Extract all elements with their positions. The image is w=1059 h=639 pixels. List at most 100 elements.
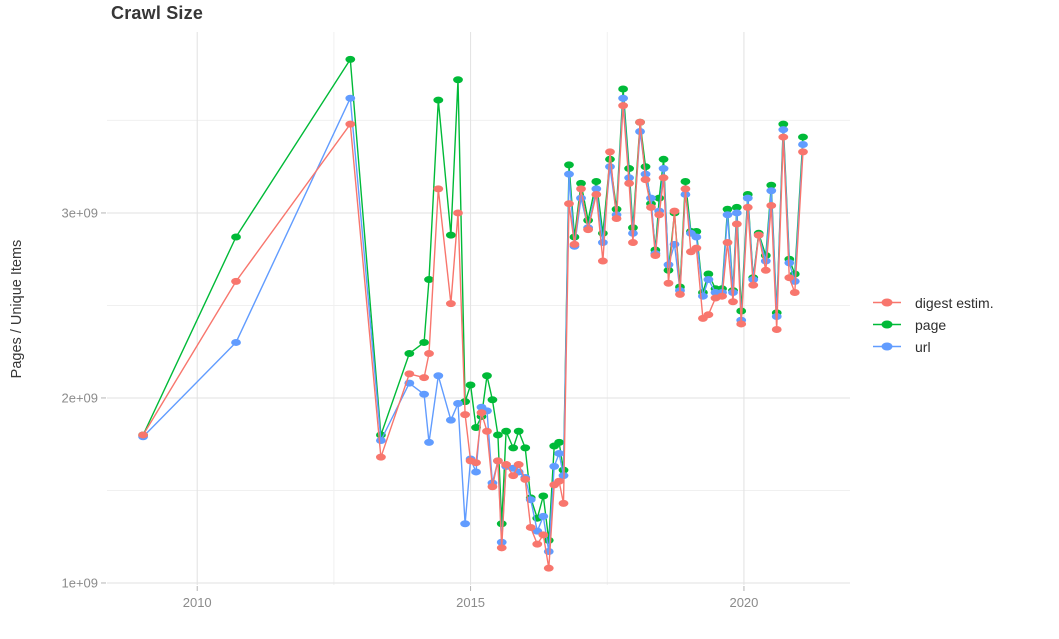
data-point-page [231,233,241,241]
data-point-digestestim [496,544,507,552]
data-point-url [722,211,733,219]
data-point-digestestim [766,202,777,210]
data-point-digestestim [433,185,444,193]
data-point-digestestim [753,231,764,239]
legend-item-digest-estim: digest estim. [872,294,994,311]
data-point-page [618,85,629,93]
data-point-url [658,165,669,173]
data-point-digestestim [748,281,759,289]
data-point-digestestim [597,257,608,265]
data-point-url [691,233,702,241]
legend-label-digest-estim: digest estim. [915,294,994,311]
data-point-digestestim [460,411,471,419]
data-point-page [798,133,808,141]
data-point-digestestim [771,325,782,333]
data-point-url [766,187,777,195]
data-point-digestestim [424,350,434,358]
data-point-url [554,449,565,457]
data-point-page [564,161,574,169]
data-point-digestestim [628,239,638,247]
data-point-digestestim [784,274,795,282]
legend-key-digest-icon [873,298,901,307]
data-point-digestestim [722,239,733,247]
data-point-digestestim [635,118,645,126]
data-point-url [376,437,386,445]
data-point-digestestim [728,298,738,306]
data-point-digestestim [691,244,702,252]
data-point-page [465,381,476,389]
data-point-digestestim [231,277,241,285]
legend-key-page-icon [873,320,901,329]
data-point-page [419,338,430,346]
data-point-digestestim [138,431,148,439]
y-tick-label: 1e+09 [61,575,98,590]
data-point-page [680,177,691,185]
data-point-url [345,94,356,102]
data-point-digestestim [778,133,789,141]
data-point-page [345,55,356,63]
data-point-digestestim [798,148,808,156]
legend: digest estim. page url [872,294,994,355]
data-point-page [508,444,519,452]
data-point-digestestim [419,374,430,382]
data-point-url [564,170,574,178]
data-point-digestestim [611,214,622,222]
data-point-page [513,427,524,435]
data-point-page [487,396,498,404]
x-tick-label: 2010 [183,595,212,610]
data-point-page [453,76,463,84]
data-point-digestestim [658,174,669,182]
legend-label-page: page [915,316,947,333]
data-point-url [798,140,808,148]
data-point-page [493,431,503,439]
data-point-digestestim [618,102,629,110]
data-point-page [576,179,586,187]
data-point-url [731,209,742,217]
data-point-url [597,239,608,247]
data-point-digestestim [717,292,727,300]
data-point-page [766,181,777,189]
data-point-digestestim [453,209,463,217]
data-point-digestestim [532,540,543,548]
legend-key-url-icon [873,342,901,351]
data-point-page [658,155,669,163]
data-point-page [640,163,651,171]
data-point-digestestim [760,266,771,274]
data-point-page [731,203,742,211]
data-point-url [538,512,549,520]
data-point-url [618,94,629,102]
data-point-url [591,185,602,193]
data-point-page [583,216,594,224]
chart-title: Crawl Size [111,3,204,23]
data-point-page [520,444,531,452]
data-point-page [496,520,507,528]
data-point-digestestim [583,226,594,234]
data-point-digestestim [525,523,536,531]
legend-label-url: url [915,338,931,355]
data-point-page [433,96,444,104]
data-point-digestestim [564,200,574,208]
data-point-digestestim [493,457,503,465]
legend-item-url: url [872,338,994,355]
data-point-digestestim [605,148,615,156]
data-point-page [722,205,733,213]
data-point-digestestim [654,211,665,219]
data-point-digestestim [640,176,651,184]
data-point-url [778,126,789,134]
data-point-page [482,372,492,380]
series-line-url [142,97,804,553]
x-tick-label: 2015 [456,595,485,610]
data-point-digestestim [482,427,492,435]
data-point-page [501,427,512,435]
data-point-url [424,438,434,446]
data-point-digestestim [471,459,481,467]
data-point-page [591,177,602,185]
data-point-digestestim [663,279,674,287]
data-point-url [471,468,481,476]
data-point-url [231,338,241,346]
data-point-digestestim [576,185,586,193]
data-point-page [538,492,549,500]
data-point-url [419,390,430,398]
data-point-digestestim [445,300,456,308]
